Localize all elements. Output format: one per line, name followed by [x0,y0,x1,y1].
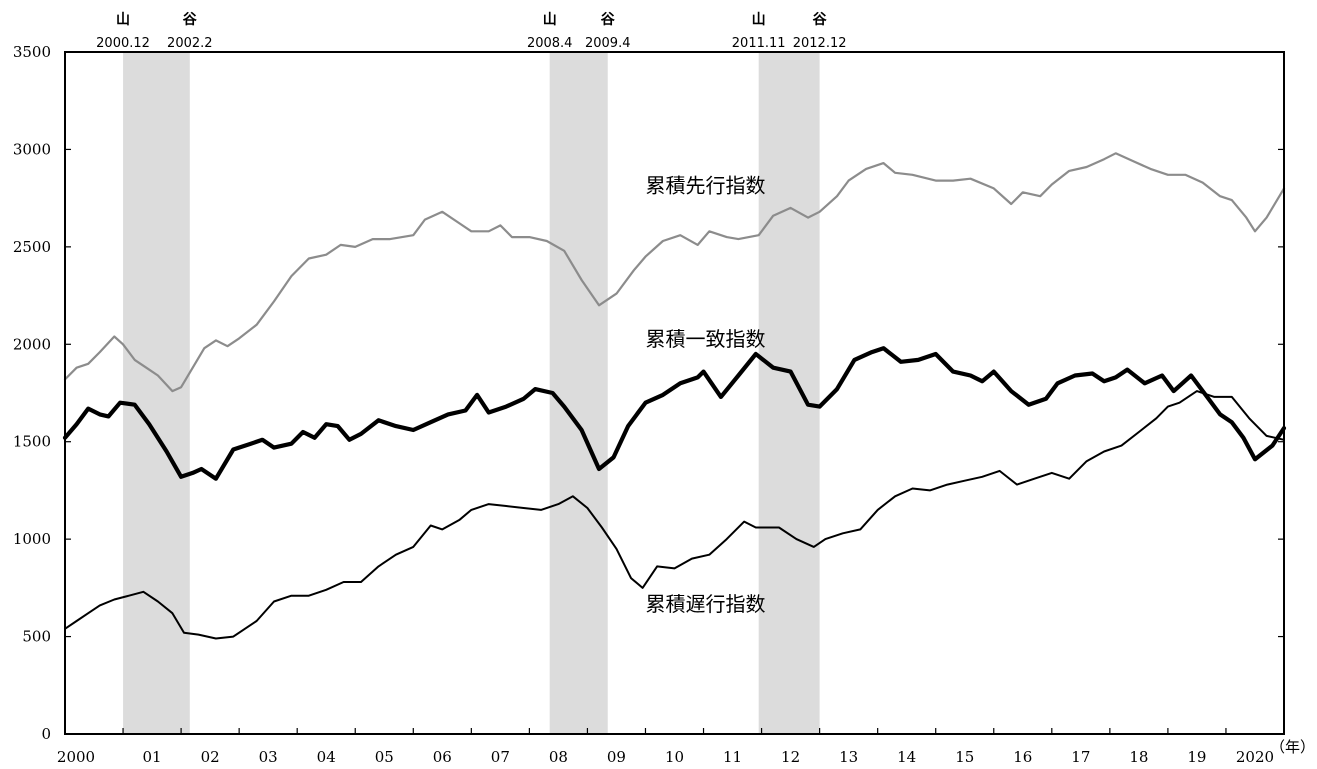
y-tick-label: 3500 [13,43,51,61]
series-label: 累積一致指数 [645,327,765,351]
series-label: 累積先行指数 [645,173,765,197]
band-peak-mark: 山 [752,12,766,28]
band-peak-mark: 山 [116,12,130,28]
band-trough-mark: 谷 [601,12,616,28]
band-trough-mark: 谷 [813,12,828,28]
recession-band [123,52,190,734]
recession-bands [123,52,820,734]
recession-band-labels: 山 谷 2000.12 2002.2 山 谷 2008.4 2009.4 山 谷 2011.11 20… [96,12,846,51]
recession-band [758,52,820,734]
x-tick-label: 02 [201,748,220,766]
band-peak-mark: 山 [543,12,557,28]
x-tick-label: 18 [1129,748,1148,766]
x-tick-label: 17 [1071,748,1090,766]
series-lines [62,152,1287,640]
x-tick-label: 14 [897,748,916,766]
x-tick-label: 2000 [57,748,95,766]
band-trough-date: 2012.12 [793,36,847,51]
y-tick-label: 500 [22,628,51,646]
series-line [64,390,1285,640]
x-tick-label: 04 [317,748,336,766]
x-tick-label: 08 [549,748,568,766]
band-trough-date: 2009.4 [585,36,631,51]
series-line [62,346,1287,481]
y-tick-label: 2500 [13,238,51,256]
y-tick-label: 1500 [13,433,51,451]
series-line [63,152,1286,393]
x-tick-label: 03 [259,748,278,766]
band-trough-date: 2002.2 [167,36,213,51]
band-trough-mark: 谷 [183,12,198,28]
x-tick-label: 09 [607,748,626,766]
x-tick-label: 06 [433,748,452,766]
x-tick-label: 12 [781,748,800,766]
x-tick-label: 11 [723,748,742,766]
band-peak-date: 2011.11 [732,36,786,51]
x-tick-label: 19 [1187,748,1206,766]
band-peak-date: 2000.12 [96,36,150,51]
y-axis: 0 500 1000 1500 2000 2500 3000 3500 [13,43,1284,743]
x-axis-unit-label: （年） [1270,738,1315,756]
x-tick-label: 05 [375,748,394,766]
x-tick-label: 01 [143,748,162,766]
x-tick-label: 10 [665,748,684,766]
x-axis: （年） 2000 01 02 03 04 05 06 07 08 09 10 11 12 13 14 15 16… [57,728,1315,766]
y-tick-label: 3000 [13,140,51,158]
recession-band [549,52,608,734]
plot-frame [64,51,1285,735]
x-tick-label: 13 [839,748,858,766]
series-label: 累積遅行指数 [645,592,765,616]
x-tick-label: 15 [955,748,974,766]
y-tick-label: 1000 [13,530,51,548]
band-peak-date: 2008.4 [527,36,573,51]
x-tick-label: 07 [491,748,510,766]
y-tick-label: 2000 [13,335,51,353]
y-tick-label: 0 [41,725,51,743]
x-tick-label: 2020 [1236,748,1274,766]
x-tick-label: 16 [1013,748,1032,766]
